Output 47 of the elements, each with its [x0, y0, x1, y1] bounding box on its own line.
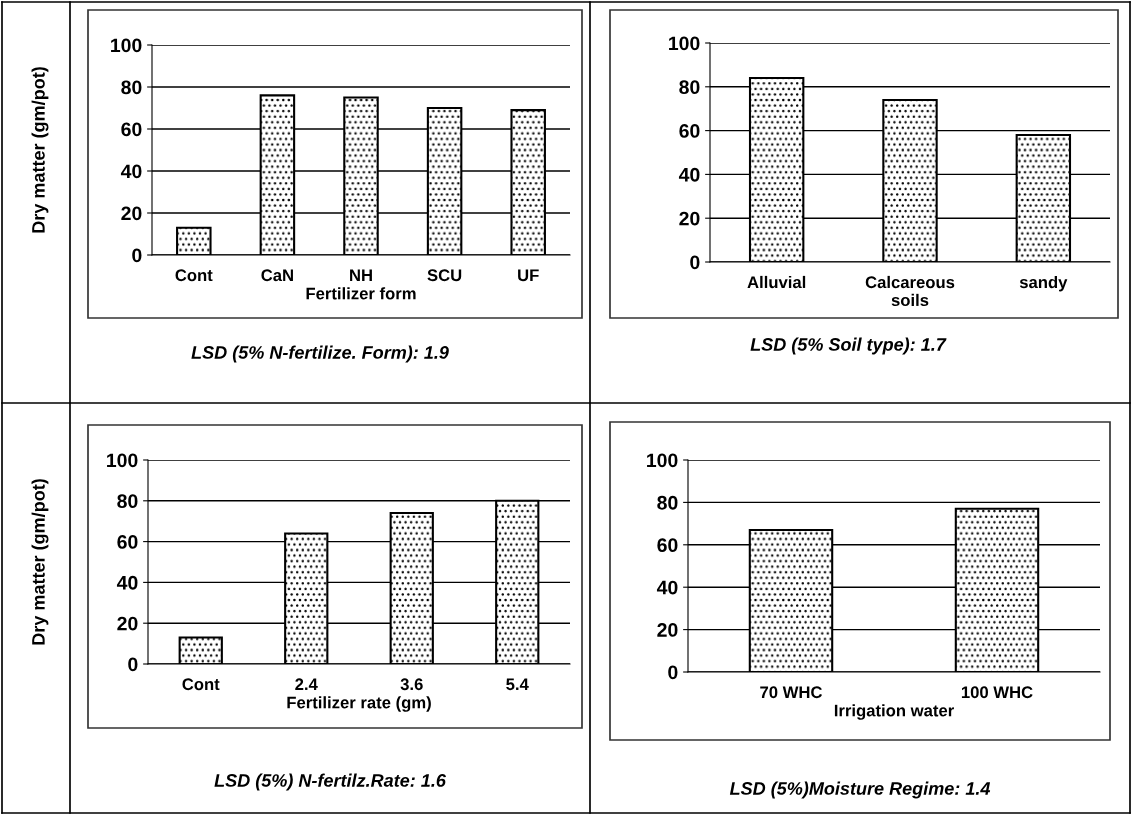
x-tick-label: Alluvial	[747, 275, 806, 289]
x-tick-label: NH	[350, 269, 372, 281]
y-axis-title: Dry matter (gm/pot)	[31, 479, 49, 645]
y-tick-label: 60	[657, 538, 678, 553]
y-tick-label: 20	[657, 623, 678, 637]
y-tick-label: 0	[132, 248, 142, 263]
text: LSD (5%)Moisture Regime: 1.4	[729, 781, 991, 799]
y-tick-label: 100	[669, 36, 700, 51]
y-tick-label: 100	[111, 38, 142, 53]
y-tick-label: 80	[121, 80, 142, 95]
y-tick-label: 20	[121, 206, 142, 221]
x-tick-label: Calcareous soils	[865, 275, 955, 307]
x-tick-label: sandy	[1019, 275, 1068, 292]
y-tick-label: 40	[116, 575, 138, 590]
y-tick-label: 0	[690, 255, 700, 270]
y-tick-label: 80	[679, 80, 700, 95]
x-tick-label: 3.6	[400, 678, 423, 691]
text: LSD (5% N-fertilize. Form): 1.9	[191, 345, 449, 363]
x-axis-title: Fertilizer form	[306, 287, 416, 300]
y-tick-label: 40	[656, 580, 678, 595]
text: LSD (5% Soil type): 1.7	[750, 337, 947, 355]
y-axis-title: Dry matter (gm/pot)	[31, 67, 49, 233]
x-tick-label: 70 WHC	[760, 686, 823, 699]
y-tick-label: 60	[679, 124, 700, 138]
x-tick-label: Cont	[175, 269, 213, 282]
x-axis-title: Irrigation water	[834, 704, 954, 720]
x-tick-label: 2.4	[295, 678, 318, 690]
x-tick-label: 100 WHC	[961, 686, 1033, 699]
x-axis-title: Fertilizer rate (gm)	[287, 696, 431, 712]
y-tick-label: 60	[121, 122, 142, 137]
y-tick-label: 20	[679, 211, 700, 226]
y-tick-label: 100	[647, 453, 678, 468]
x-tick-label: UF	[518, 269, 539, 282]
y-tick-label: 60	[117, 535, 138, 549]
x-tick-label: SCU	[427, 269, 462, 282]
x-tick-label: 5.4	[506, 678, 529, 691]
y-tick-label: 100	[107, 453, 138, 468]
y-tick-label: 20	[117, 616, 138, 631]
y-tick-label: 80	[117, 494, 138, 509]
y-tick-label: 0	[128, 657, 138, 672]
y-tick-label: 80	[657, 495, 678, 510]
y-tick-label: 0	[668, 665, 678, 680]
y-tick-label: 40	[678, 167, 700, 182]
x-tick-label: CaN	[261, 269, 293, 282]
y-tick-label: 40	[120, 164, 142, 179]
text: LSD (5%) N-fertilz.Rate: 1.6	[214, 773, 446, 791]
x-tick-label: Cont	[182, 678, 220, 691]
